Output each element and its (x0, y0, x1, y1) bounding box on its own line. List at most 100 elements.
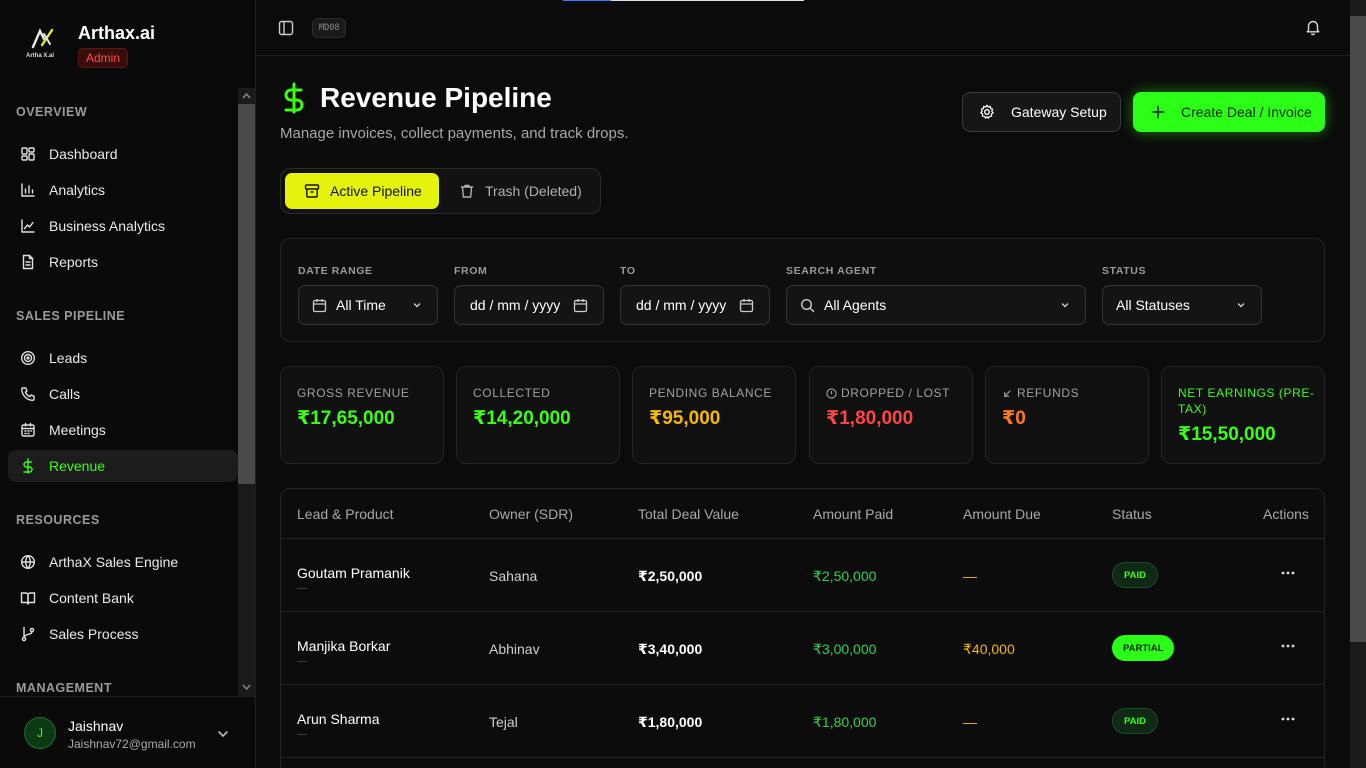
sidebar-item-business-analytics[interactable]: Business Analytics (8, 210, 238, 242)
stat-label: COLLECTED (473, 386, 551, 400)
trash-icon (461, 184, 473, 198)
total-deal-value: ₹3,40,000 (638, 641, 703, 657)
to-label: TO (620, 265, 636, 277)
brand-logo: Artha X.ai (24, 22, 64, 62)
search-agent-label: SEARCH AGENT (786, 265, 877, 277)
column-header-actions[interactable]: Actions (1263, 506, 1309, 522)
table-row[interactable]: Manjika Borkar — Abhinav ₹3,40,000 ₹3,00… (281, 612, 1324, 685)
sidebar-item-label: Leads (49, 350, 88, 366)
tab-active-pipeline-label: Active Pipeline (330, 183, 422, 199)
sidebar-item-dashboard[interactable]: Dashboard (8, 138, 238, 170)
status-select[interactable]: All Statuses (1102, 285, 1262, 325)
tab-trash[interactable]: Trash (Deleted) (459, 173, 582, 209)
agent-value: All Agents (824, 297, 887, 313)
user-profile[interactable]: J Jaishnav Jaishnav72@gmail.com (0, 696, 255, 768)
sidebar-item-label: ArthaX Sales Engine (49, 554, 179, 570)
column-header-status[interactable]: Status (1112, 506, 1152, 522)
more-actions-icon[interactable] (1280, 638, 1296, 654)
target-icon (20, 350, 36, 366)
stat-label: NET EARNINGS (PRE-TAX) (1178, 386, 1315, 416)
table-row[interactable]: Arun Sharma — Tejal ₹1,80,000 ₹1,80,000 … (281, 685, 1324, 758)
chevron-down-icon[interactable] (216, 727, 230, 741)
stat-value: ₹0 (1002, 408, 1026, 429)
stat-value: ₹14,20,000 (473, 408, 571, 429)
sidebar-item-label: Content Bank (49, 590, 134, 606)
pipeline-tabs: Active Pipeline Trash (Deleted) (280, 168, 601, 214)
column-header-total-deal-value[interactable]: Total Deal Value (638, 506, 739, 522)
scroll-up-icon[interactable] (241, 91, 252, 101)
book-icon (20, 592, 36, 605)
stat-value: ₹95,000 (649, 408, 721, 429)
agent-select[interactable]: All Agents (786, 285, 1086, 325)
lead-name[interactable]: Arun Sharma (297, 711, 380, 727)
sidebar-item-label: Meetings (49, 422, 106, 438)
to-date-input[interactable]: dd / mm / yyyy (620, 285, 770, 325)
bar-chart-icon (21, 183, 35, 197)
page-scroll-thumb[interactable] (1350, 16, 1366, 642)
gateway-setup-button[interactable]: Gateway Setup (962, 92, 1121, 132)
calendar-icon[interactable] (573, 298, 588, 313)
sidebar-item-meetings[interactable]: Meetings (8, 414, 238, 446)
globe-icon (20, 554, 36, 570)
sidebar-toggle-icon[interactable] (278, 20, 294, 36)
from-date-input[interactable]: dd / mm / yyyy (454, 285, 604, 325)
gateway-setup-label: Gateway Setup (1011, 104, 1107, 120)
owner: Abhinav (489, 641, 540, 657)
revenue-table: Lead & Product Owner (SDR) Total Deal Valu… (280, 488, 1325, 768)
dashboard-icon (21, 147, 35, 161)
sidebar-item-reports[interactable]: Reports (8, 246, 238, 278)
sidebar-scroll-thumb[interactable] (238, 104, 255, 484)
archive-icon (304, 184, 320, 198)
chevron-down-icon (1237, 303, 1245, 308)
sidebar: Artha X.ai Arthax.ai Admin OVERVIEW Dashb… (0, 0, 256, 768)
brand[interactable]: Artha X.ai Arthax.ai Admin (24, 22, 155, 68)
owner: Sahana (489, 568, 538, 584)
sidebar-item-calls[interactable]: Calls (8, 378, 238, 410)
brand-name: Arthax.ai (78, 23, 156, 43)
page-header: Revenue Pipeline (280, 82, 552, 114)
arrow-down-left-icon (1004, 389, 1011, 397)
stat-label: PENDING BALANCE (649, 386, 773, 400)
tab-active-pipeline[interactable]: Active Pipeline (285, 173, 439, 209)
date-range-select[interactable]: All Time (298, 285, 438, 325)
sidebar-item-analytics[interactable]: Analytics (8, 174, 238, 206)
lead-name[interactable]: Manjika Borkar (297, 638, 391, 654)
column-header-amount-due[interactable]: Amount Due (963, 506, 1041, 522)
stat-card-dropped-lost: DROPPED / LOST ₹1,80,000 (809, 366, 973, 464)
create-deal-button[interactable]: Create Deal / Invoice (1133, 92, 1325, 132)
amount-due: — (963, 714, 977, 730)
more-actions-icon[interactable] (1280, 711, 1296, 727)
table-row[interactable]: Goutam Pramanik — Sahana ₹2,50,000 ₹2,50… (281, 539, 1324, 612)
sidebar-item-sales-process[interactable]: Sales Process (8, 618, 238, 650)
page-scrollbar[interactable] (1350, 0, 1366, 768)
sidebar-item-content-bank[interactable]: Content Bank (8, 582, 238, 614)
calendar-icon[interactable] (739, 298, 754, 313)
amount-paid: ₹3,00,000 (813, 641, 877, 657)
sidebar-item-arthax-sales-engine[interactable]: ArthaX Sales Engine (8, 546, 238, 578)
column-header-owner-sdr[interactable]: Owner (SDR) (489, 506, 574, 522)
stat-card-pending-balance: PENDING BALANCE ₹95,000 (632, 366, 796, 464)
scroll-down-icon[interactable] (241, 682, 252, 692)
to-date-value: dd / mm / yyyy (636, 297, 727, 313)
sidebar-item-label: Revenue (49, 458, 106, 474)
user-name: Jaishnav (68, 718, 124, 734)
date-range-label: DATE RANGE (298, 265, 373, 277)
column-header-lead-product[interactable]: Lead & Product (297, 506, 394, 522)
calendar-icon (21, 422, 35, 437)
gear-icon (980, 104, 994, 119)
more-actions-icon[interactable] (1280, 565, 1296, 581)
bell-icon[interactable] (1304, 18, 1322, 36)
column-header-amount-paid[interactable]: Amount Paid (813, 506, 894, 522)
sidebar-item-revenue[interactable]: Revenue (8, 450, 238, 482)
status-badge: PARTIAL (1112, 635, 1175, 661)
sidebar-nav: OVERVIEW Dashboard Analytics Business Analy… (8, 92, 238, 696)
status-label: STATUS (1102, 265, 1147, 277)
lead-product: — (297, 583, 307, 594)
dollar-icon (23, 458, 33, 474)
stat-label: DROPPED / LOST (826, 385, 966, 401)
sidebar-item-leads[interactable]: Leads (8, 342, 238, 374)
status-badge: PAID (1112, 708, 1158, 734)
alert-circle-icon (826, 387, 837, 399)
lead-name[interactable]: Goutam Pramanik (297, 565, 410, 581)
document-icon (22, 254, 34, 270)
